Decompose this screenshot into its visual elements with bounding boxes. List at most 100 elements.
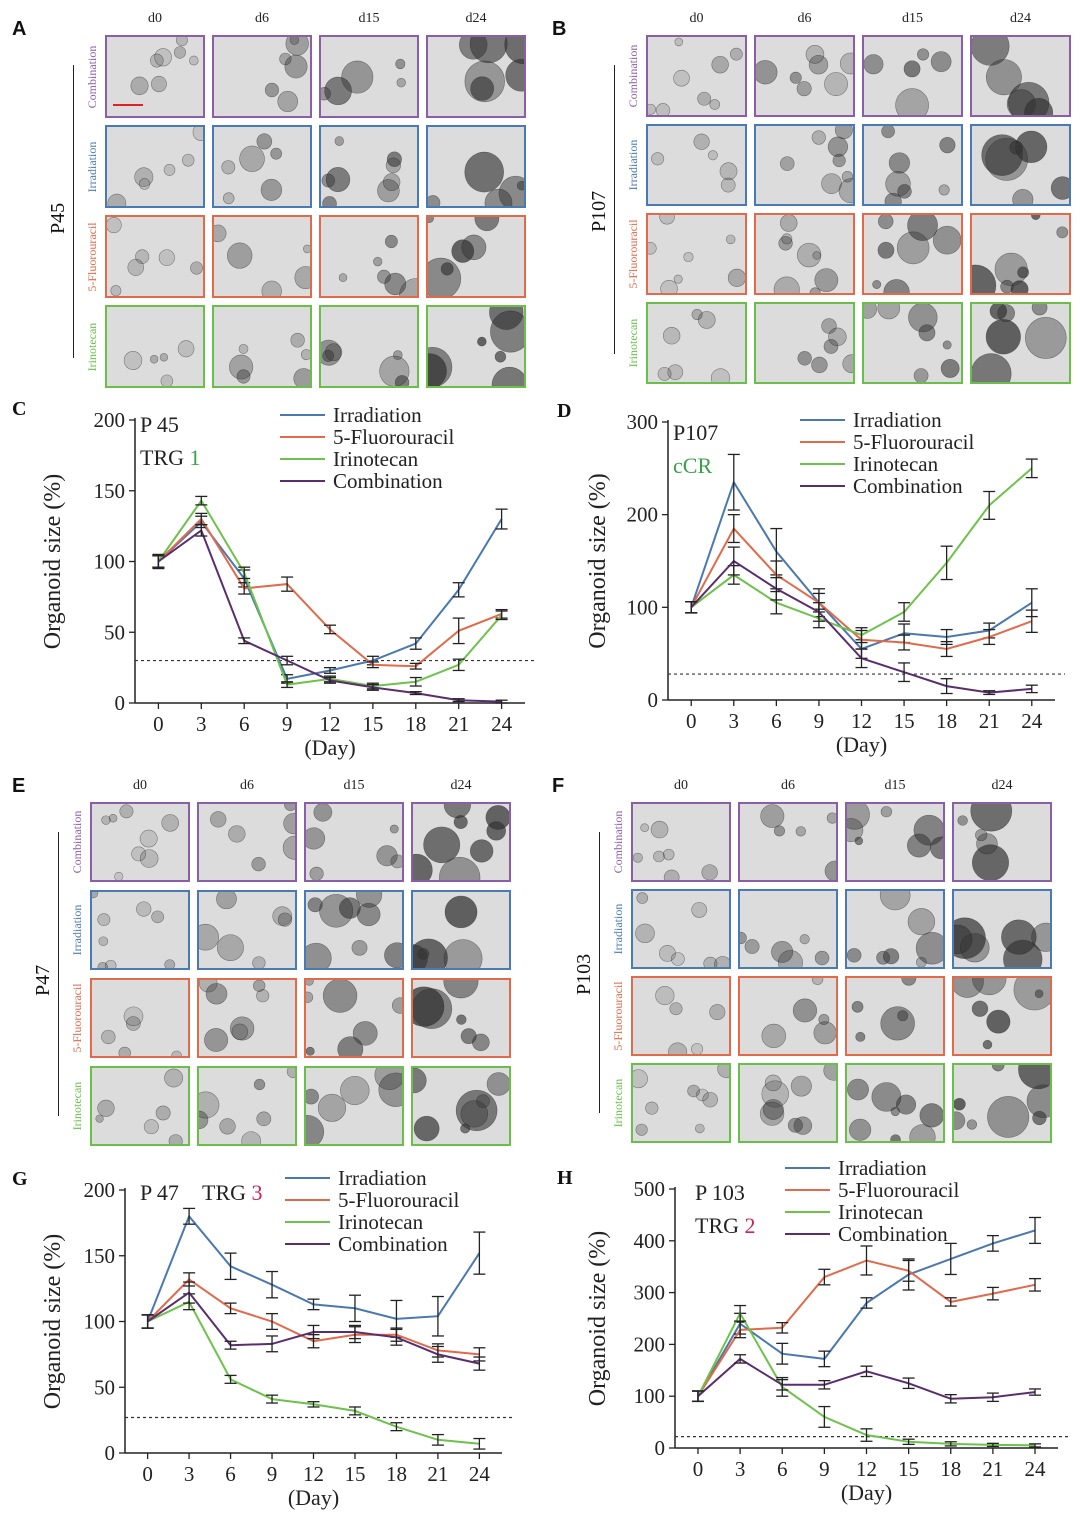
micrograph-tile [631,889,731,969]
data-point-error-bar [224,1340,237,1350]
data-point-error-bar [776,1321,789,1334]
micrograph-image [306,892,402,968]
data-point-error-bar [183,1281,196,1304]
x-tick-label: 9 [819,1457,830,1481]
micrograph-tile [319,215,419,298]
data-point-error-bar [473,1231,486,1275]
data-point-error-bar [495,699,508,704]
micrograph-image [633,804,729,880]
micrograph-tile [426,35,526,118]
micrograph-tile [411,802,511,882]
micrograph-tile [212,35,312,118]
micrograph-image [92,1068,188,1144]
micrograph-image [864,304,961,382]
chart-title: P 103 [695,1180,745,1205]
micrograph-tile [845,1063,945,1143]
data-point-error-bar [152,555,165,568]
micrograph-image [92,892,188,968]
legend-entry: Irradiation [338,1166,427,1190]
data-point-error-bar [898,662,911,683]
micrograph-tile [105,35,205,118]
x-tick-label: 21 [982,1457,1003,1481]
micrograph-image [199,980,295,1056]
data-point-error-bar [1025,684,1038,694]
data-point-error-bar [944,1393,957,1404]
micrograph-image [847,1065,943,1141]
y-tick-label: 200 [84,1178,116,1202]
legend-entry: 5-Fluorouracil [338,1188,459,1212]
x-tick-label: 18 [405,712,426,736]
x-tick-label: 24 [491,712,513,736]
data-point-error-bar [452,617,465,645]
data-point-error-bar [473,1437,486,1450]
data-point-error-bar [348,1294,361,1323]
micrograph-tile [952,889,1052,969]
legend-entry: Irinotecan [338,1210,424,1234]
data-point-error-bar [452,658,465,672]
data-point-error-bar [818,1380,831,1390]
micrograph-image [107,127,203,206]
y-tick-label: 150 [94,479,126,503]
micrograph-image [413,980,509,1056]
x-tick-label: 21 [448,712,469,736]
y-axis-label: Organoid size (%) [40,1234,66,1410]
legend-entry: Irinotecan [838,1200,924,1224]
x-tick-label: 0 [693,1457,704,1481]
micrograph-tile [411,978,511,1058]
series-5-fluorouracil [691,1245,1042,1403]
data-point-error-bar [986,1392,999,1403]
series-line [697,1357,1036,1400]
micrograph-tile [319,125,419,208]
data-point-error-bar [195,524,208,537]
data-point-error-bar [1029,1216,1042,1245]
data-point-error-bar [266,1335,279,1353]
y-tick-label: 300 [627,410,659,434]
patient-bracket [73,65,74,358]
data-point-error-bar [902,1438,915,1446]
day-label: d24 [465,11,487,26]
panel-letter-h: H [557,1167,573,1189]
micrograph-image [199,892,295,968]
day-label: d6 [255,11,269,26]
micrograph-image [633,891,729,967]
micrograph-tile [631,1063,731,1143]
data-point-error-bar [495,508,508,530]
data-point-error-bar [183,1207,196,1225]
y-tick-label: 200 [94,408,126,432]
data-point-error-bar [390,1328,403,1346]
micrograph-tile [754,124,855,206]
micrograph-tile [970,302,1071,384]
x-tick-label: 21 [979,709,1000,733]
data-point-error-bar [944,1297,957,1307]
micrograph-tile [197,890,297,970]
x-tick-label: 3 [729,709,740,733]
micrograph-tile [304,890,404,970]
data-point-error-bar [495,610,508,621]
data-point-error-bar [431,1345,444,1363]
day-label: d15 [343,778,365,793]
micrograph-image [633,1065,729,1141]
micrograph-tile [304,802,404,882]
data-point-error-bar [224,1374,237,1384]
micrograph-image [648,37,745,115]
micrograph-image [428,307,524,386]
micrograph-tile [411,890,511,970]
y-tick-label: 0 [105,1441,116,1465]
data-point-error-bar [986,1286,999,1301]
y-tick-label: 500 [634,1177,666,1201]
micrograph-tile [862,124,963,206]
micrograph-image [847,804,943,880]
day-label: d15 [884,778,906,793]
data-point-error-bar [855,648,868,669]
micrograph-tile [738,976,838,1056]
data-point-error-bar [366,661,379,669]
micrograph-tile [304,1066,404,1146]
x-axis-label: (Day) [304,735,355,760]
legend-entry: 5-Fluorouracil [333,425,454,449]
data-point-error-bar [986,1442,999,1448]
y-tick-label: 400 [634,1229,666,1253]
panel-letter-g: G [12,1168,28,1190]
x-tick-label: 15 [344,1462,365,1486]
